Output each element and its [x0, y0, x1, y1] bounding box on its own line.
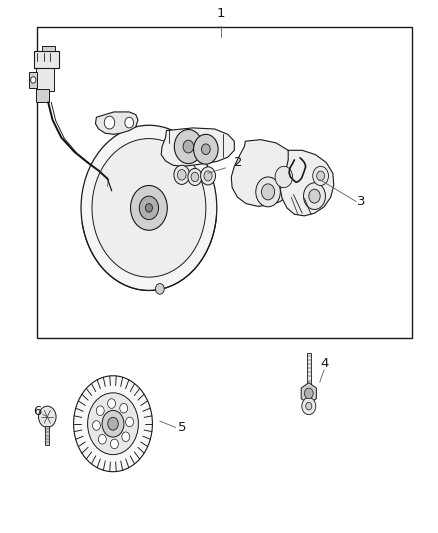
Circle shape	[102, 410, 124, 437]
Bar	[36, 68, 54, 91]
Circle shape	[204, 171, 212, 181]
Circle shape	[304, 183, 325, 209]
Polygon shape	[231, 140, 297, 206]
Circle shape	[256, 177, 280, 207]
Circle shape	[81, 125, 217, 290]
Circle shape	[92, 139, 206, 277]
Circle shape	[96, 406, 104, 416]
Circle shape	[302, 398, 316, 415]
Circle shape	[309, 189, 320, 203]
Circle shape	[145, 204, 152, 212]
Bar	[34, 51, 59, 68]
Circle shape	[99, 434, 106, 444]
Circle shape	[177, 169, 186, 180]
Text: 4: 4	[320, 357, 328, 370]
Circle shape	[174, 130, 202, 164]
Circle shape	[104, 116, 115, 129]
Circle shape	[110, 439, 118, 449]
Bar	[42, 46, 55, 51]
Circle shape	[120, 403, 127, 413]
Circle shape	[275, 166, 293, 188]
Bar	[307, 353, 311, 384]
Text: 5: 5	[177, 421, 186, 434]
Circle shape	[261, 184, 275, 200]
Circle shape	[183, 140, 194, 153]
Circle shape	[31, 77, 36, 83]
Text: 3: 3	[357, 195, 366, 208]
Circle shape	[126, 417, 134, 427]
Polygon shape	[301, 383, 316, 404]
Circle shape	[155, 284, 164, 294]
Circle shape	[304, 388, 313, 399]
Circle shape	[313, 166, 328, 185]
Circle shape	[317, 171, 325, 181]
Bar	[37, 27, 412, 338]
Circle shape	[122, 432, 130, 441]
Circle shape	[191, 172, 199, 182]
Circle shape	[188, 168, 202, 185]
Circle shape	[139, 196, 159, 220]
Circle shape	[108, 417, 118, 430]
Circle shape	[39, 406, 56, 427]
Circle shape	[201, 167, 215, 185]
Bar	[36, 89, 49, 102]
Polygon shape	[280, 150, 334, 216]
Text: 1: 1	[217, 7, 226, 20]
Bar	[29, 72, 37, 88]
Circle shape	[108, 399, 116, 408]
Circle shape	[125, 117, 134, 128]
Circle shape	[74, 376, 152, 472]
Circle shape	[88, 393, 138, 455]
Bar	[46, 426, 49, 445]
Circle shape	[174, 165, 190, 184]
Circle shape	[201, 144, 210, 155]
Polygon shape	[95, 112, 138, 134]
Text: 6: 6	[33, 405, 42, 418]
Text: 2: 2	[234, 156, 243, 169]
Circle shape	[194, 134, 218, 164]
Circle shape	[131, 185, 167, 230]
Circle shape	[306, 402, 312, 410]
Circle shape	[92, 421, 100, 430]
Polygon shape	[161, 128, 234, 166]
